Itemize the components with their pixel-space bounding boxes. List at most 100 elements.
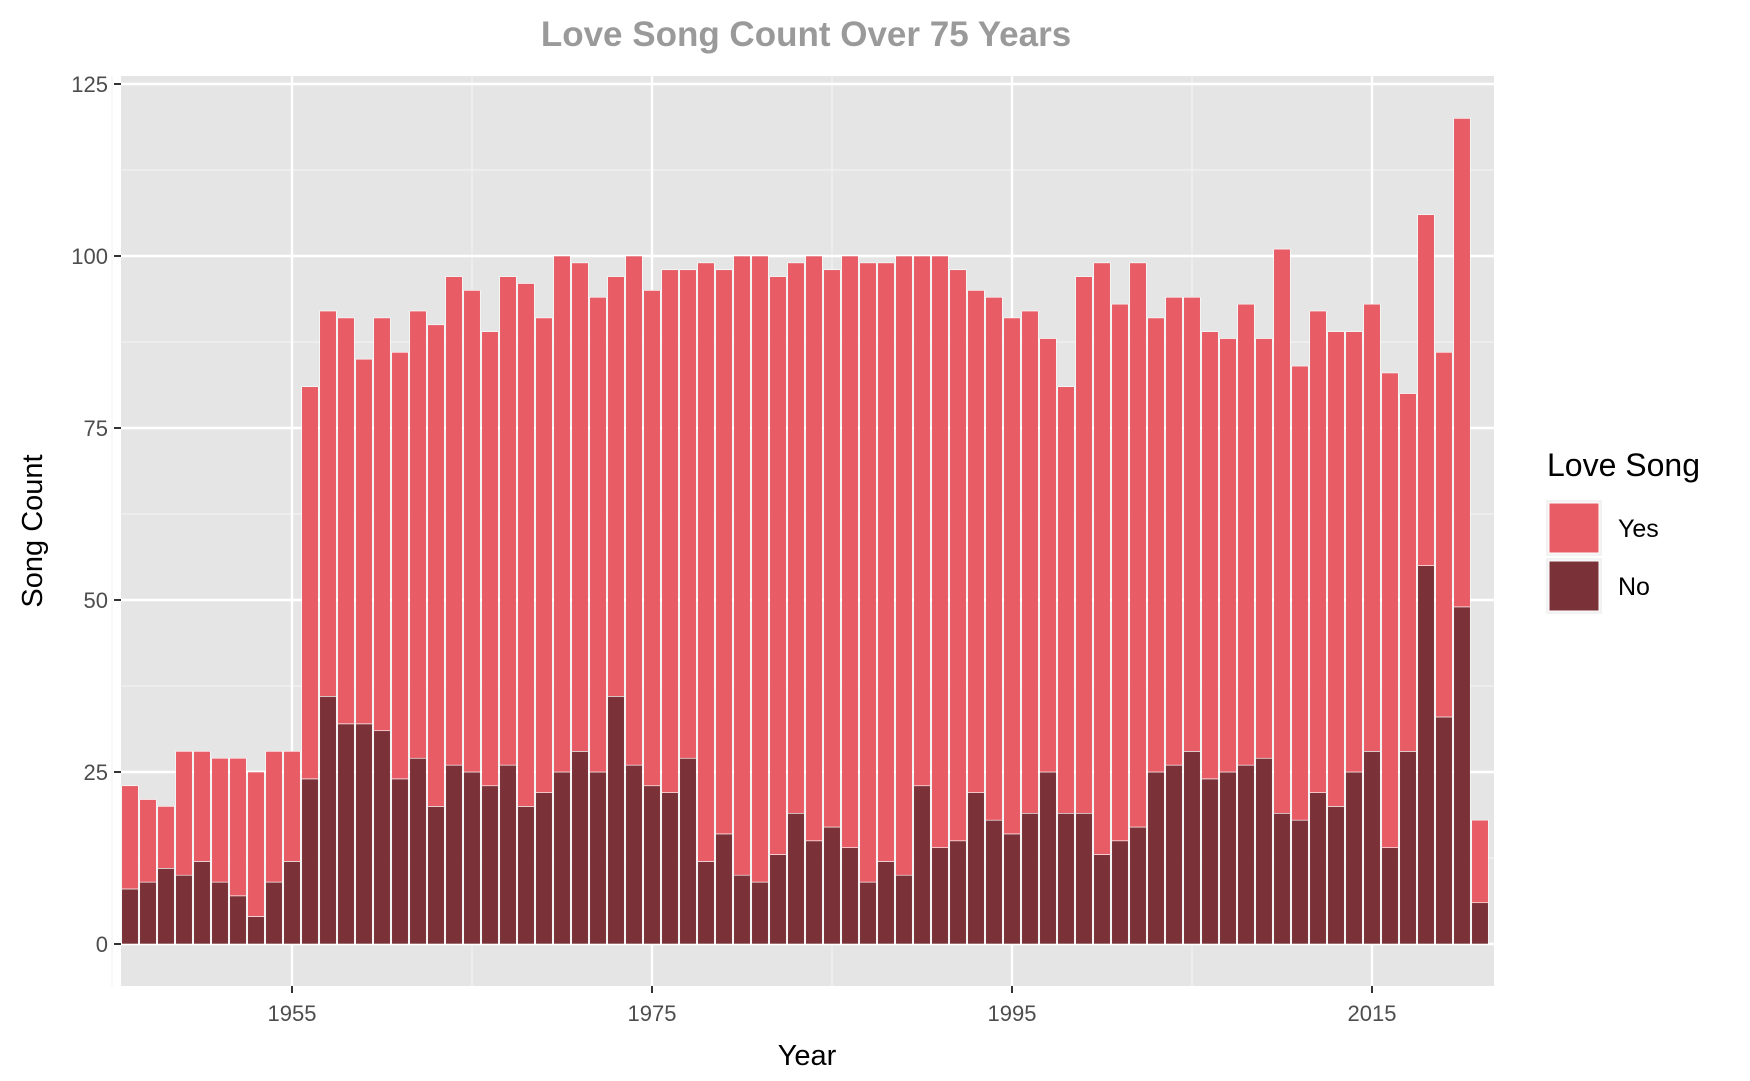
bar-no-2002 xyxy=(1129,826,1147,945)
bar-yes-2018 xyxy=(1417,214,1435,566)
bar-yes-1948 xyxy=(157,806,175,869)
bar-no-2003 xyxy=(1147,771,1165,945)
legend-title: Love Song xyxy=(1547,447,1700,483)
x-axis-title: Year xyxy=(778,1040,837,1072)
bar-yes-1965 xyxy=(463,290,481,773)
bar-no-2012 xyxy=(1309,792,1327,945)
bar-no-1982 xyxy=(769,854,787,945)
bar-no-1956 xyxy=(301,778,319,945)
bar-no-1954 xyxy=(265,881,283,945)
bar-yes-1949 xyxy=(175,751,193,876)
bar-yes-2020 xyxy=(1453,118,1471,608)
bar-no-1990 xyxy=(913,785,931,945)
bar-no-1957 xyxy=(319,696,337,945)
bar-no-1993 xyxy=(967,792,985,945)
bar-yes-1987 xyxy=(859,262,877,883)
bar-no-1946 xyxy=(121,888,139,945)
bar-yes-2005 xyxy=(1183,296,1201,752)
bar-no-1972 xyxy=(589,771,607,945)
y-tick-label: 50 xyxy=(84,588,108,613)
bar-yes-2010 xyxy=(1273,248,1291,814)
bar-no-1976 xyxy=(661,792,679,945)
y-tick-label: 125 xyxy=(71,72,108,97)
bar-no-1969 xyxy=(535,792,553,945)
bar-yes-2008 xyxy=(1237,303,1255,766)
bar-yes-1961 xyxy=(391,352,409,780)
x-tick-label: 1955 xyxy=(268,1001,317,1026)
bar-yes-2003 xyxy=(1147,317,1165,773)
legend-label-yes: Yes xyxy=(1618,515,1659,543)
bar-yes-1998 xyxy=(1057,386,1075,814)
bar-yes-1952 xyxy=(229,757,247,897)
bar-yes-1997 xyxy=(1039,338,1057,773)
bar-no-2021 xyxy=(1471,902,1489,945)
bar-yes-2019 xyxy=(1435,352,1453,718)
bar-yes-1978 xyxy=(697,262,715,862)
bar-yes-1962 xyxy=(409,310,427,759)
bar-no-2016 xyxy=(1381,847,1399,945)
bar-no-2000 xyxy=(1093,854,1111,945)
bar-no-1984 xyxy=(805,840,823,945)
bar-no-1950 xyxy=(193,861,211,945)
bar-yes-1981 xyxy=(751,255,769,883)
bar-no-1967 xyxy=(499,764,517,945)
x-axis: 1955 1975 1995 2015 xyxy=(268,986,1397,1026)
bar-no-2007 xyxy=(1219,771,1237,945)
bar-no-1978 xyxy=(697,861,715,945)
bar-no-2001 xyxy=(1111,840,1129,945)
bar-no-1980 xyxy=(733,874,751,945)
bar-yes-1958 xyxy=(337,317,355,725)
bar-no-1961 xyxy=(391,778,409,945)
bar-yes-1971 xyxy=(571,262,589,752)
bar-no-1960 xyxy=(373,730,391,945)
bar-yes-1953 xyxy=(247,771,265,917)
bar-yes-2001 xyxy=(1111,303,1129,842)
bar-no-1958 xyxy=(337,723,355,945)
bar-yes-1969 xyxy=(535,317,553,793)
y-tick-label: 75 xyxy=(84,416,108,441)
bar-yes-1960 xyxy=(373,317,391,732)
bar-yes-2012 xyxy=(1309,310,1327,793)
bar-yes-1970 xyxy=(553,255,571,773)
bar-no-1968 xyxy=(517,806,535,945)
bar-no-2014 xyxy=(1345,771,1363,945)
bar-yes-2014 xyxy=(1345,331,1363,773)
bar-no-2008 xyxy=(1237,764,1255,945)
bar-yes-1995 xyxy=(1003,317,1021,835)
bar-yes-2013 xyxy=(1327,331,1345,807)
y-axis-title: Song Count xyxy=(17,454,49,607)
bar-no-1995 xyxy=(1003,833,1021,945)
legend-swatch-yes xyxy=(1548,502,1600,554)
bar-no-1997 xyxy=(1039,771,1057,945)
bar-no-1979 xyxy=(715,833,733,945)
bar-no-2013 xyxy=(1327,806,1345,945)
bar-yes-1983 xyxy=(787,262,805,814)
bar-no-2010 xyxy=(1273,812,1291,945)
bar-yes-2011 xyxy=(1291,365,1309,821)
bar-yes-1966 xyxy=(481,331,499,787)
bar-yes-1989 xyxy=(895,255,913,876)
legend-swatch-no xyxy=(1548,560,1600,612)
bar-no-1998 xyxy=(1057,812,1075,945)
bar-yes-1988 xyxy=(877,262,895,862)
bar-no-1966 xyxy=(481,785,499,945)
bar-yes-1992 xyxy=(949,269,967,842)
bar-yes-2021 xyxy=(1471,819,1489,904)
bar-no-1959 xyxy=(355,723,373,945)
bar-yes-2004 xyxy=(1165,296,1183,766)
bar-yes-2017 xyxy=(1399,393,1417,752)
bar-yes-2007 xyxy=(1219,338,1237,773)
bar-no-2015 xyxy=(1363,751,1381,945)
bar-yes-1977 xyxy=(679,269,697,759)
bar-no-1955 xyxy=(283,861,301,945)
x-tick-label: 2015 xyxy=(1348,1001,1397,1026)
bar-yes-1954 xyxy=(265,751,283,883)
chart-title: Love Song Count Over 75 Years xyxy=(541,15,1071,54)
bar-no-1974 xyxy=(625,764,643,945)
bar-no-1963 xyxy=(427,806,445,945)
bar-no-2011 xyxy=(1291,819,1309,945)
bar-yes-1950 xyxy=(193,751,211,862)
bar-no-2018 xyxy=(1417,565,1435,945)
